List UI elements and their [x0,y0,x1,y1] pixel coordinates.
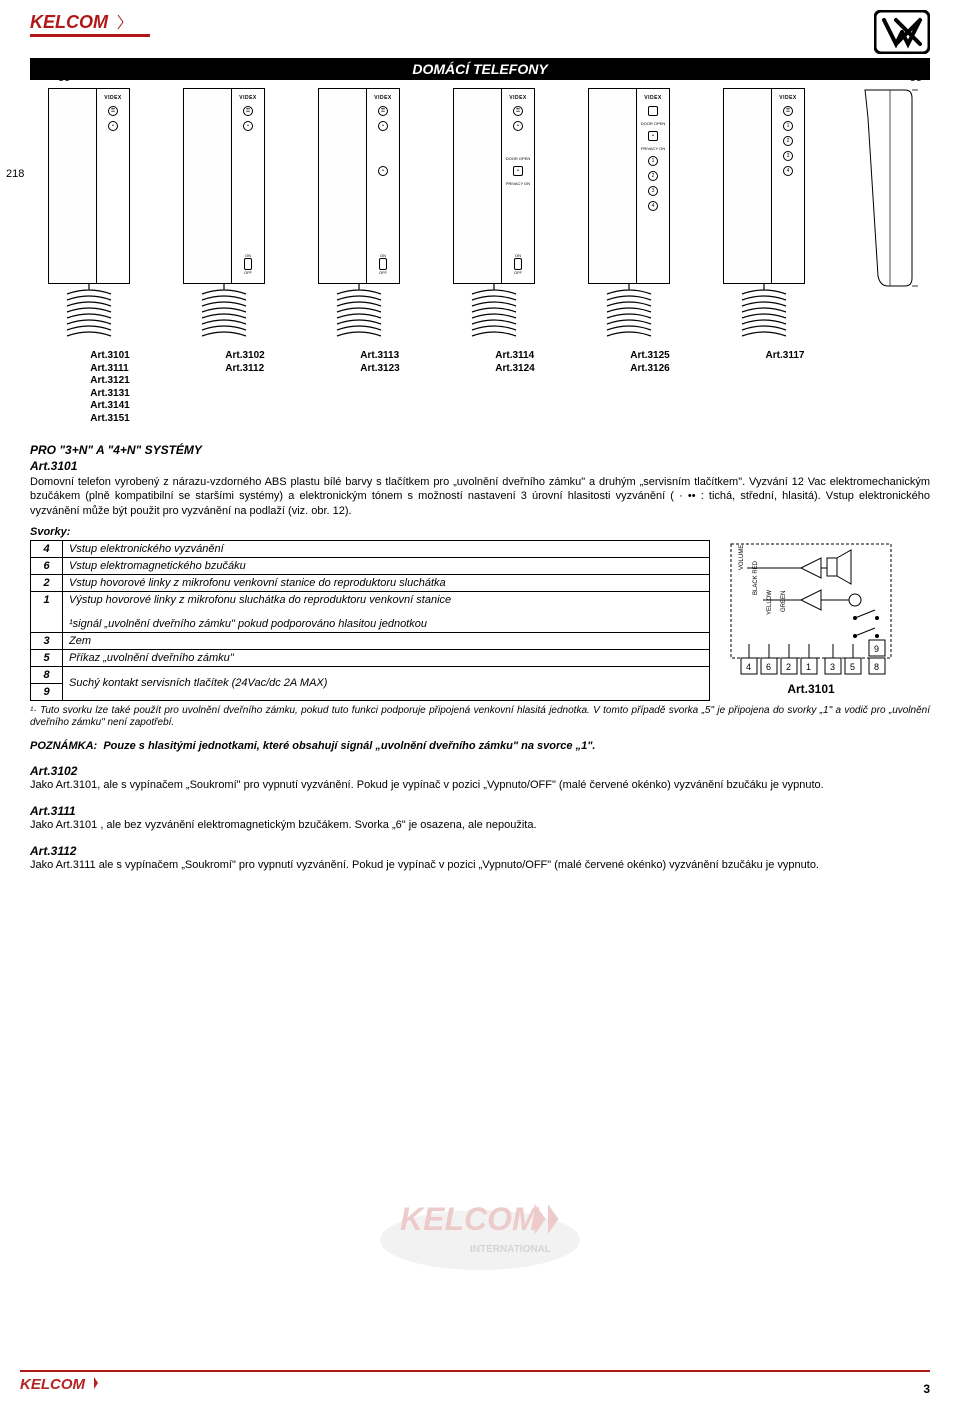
phone-2-labels: Art.3102 Art.3112 [225,350,264,375]
poznamka: POZNÁMKA: Pouze s hlasitými jednotkami, … [30,740,930,752]
table-row: 2Vstup hovorové linky z mikrofonu venkov… [31,574,710,591]
phone-3-labels: Art.3113 Art.3123 [360,350,399,375]
svg-text:1: 1 [806,662,811,672]
art3101-heading: Art.3101 [30,459,930,473]
art3102-block: Art.3102 Jako Art.3101, ale s vypínačem … [30,764,930,792]
kelcom-logo-footer: KELCOM [20,1373,120,1402]
svorky-label: Svorky: [30,526,930,538]
phone-5-labels: Art.3125 Art.3126 [630,350,669,375]
table-row: 5Příkaz „uvolnění dveřního zámku" [31,649,710,666]
svg-text:KELCOM: KELCOM [30,12,109,32]
coil-cord-icon [55,284,123,346]
phone-6: VIDEX ⚿ 1 2 3 4 Art.3117 [705,88,823,363]
phone-7-profile [840,88,930,288]
art3112-block: Art.3112 Jako Art.3111 ale s vypínačem „… [30,844,930,872]
footer-red-line [20,1370,930,1372]
svg-text:3: 3 [830,662,835,672]
svg-text:2: 2 [786,662,791,672]
svorky-table: 4Vstup elektronického vyzvánění 6Vstup e… [30,540,710,701]
phone-1: VIDEX ⚿ • Art.3101 Art.3111 Art.3121 Art… [30,88,148,425]
circuit-caption: Art.3101 [787,682,834,696]
svg-text:BLACK RED: BLACK RED [753,560,759,595]
section-heading: PRO "3+N" A "4+N" SYSTÉMY [30,443,930,457]
phone-diagram-row: 85 55 218 VIDEX ⚿ • Art.3101 Art.3111 [30,88,930,425]
phone-6-labels: Art.3117 [766,350,805,363]
svg-text:4: 4 [746,662,751,672]
header-bar: KELCOM [30,10,930,54]
phone-3: VIDEX ⚿ • • ONOFF Art.3113 Art.3123 [300,88,418,375]
svg-text:9: 9 [874,644,879,654]
dim-85: 85 [58,72,70,84]
table-row: ¹signál „uvolnění dveřního zámku" pokud … [31,616,710,633]
page-number: 3 [923,1382,930,1396]
svg-text:KELCOM: KELCOM [20,1376,86,1393]
table-row: 4Vstup elektronického vyzvánění [31,540,710,557]
circuit-diagram: VOLUME BLACK RED YELLOW GREEN 4 6 2 1 3 … [726,540,896,696]
svg-text:YELLOW: YELLOW [767,590,773,615]
watermark-logo: KELCOM INTERNATIONAL [370,1180,590,1283]
footnote-1: ¹· Tuto svorku lze také použít pro uvoln… [30,705,930,730]
table-row: 6Vstup elektromagnetického bzučáku [31,557,710,574]
phone-4-labels: Art.3114 Art.3124 [495,350,534,375]
phone-4: VIDEX ⚿ • DOOR OPEN • PRIVACY ON ONOFF A… [435,88,553,375]
phone-5: VIDEX DOOR OPEN • PRIVACY ON 1 2 3 4 Art… [570,88,688,375]
svg-text:GREEN: GREEN [781,591,787,612]
svg-text:6: 6 [766,662,771,672]
kelcom-logo-top: KELCOM [30,10,150,40]
svg-text:INTERNATIONAL: INTERNATIONAL [470,1244,551,1255]
table-row: 1Výstup hovorové linky z mikrofonu sluch… [31,591,710,616]
dim-55: 55 [910,72,922,84]
svg-text:5: 5 [850,662,855,672]
phone-2: VIDEX ⚿ • ONOFF Art.3102 Art.3112 [165,88,283,375]
vx-logo [874,10,930,54]
art3111-block: Art.3111 Jako Art.3101 , ale bez vyzváně… [30,804,930,832]
phone-1-labels: Art.3101 Art.3111 Art.3121 Art.3131 Art.… [90,350,129,425]
svg-text:8: 8 [874,662,879,672]
svg-text:VOLUME: VOLUME [739,545,745,570]
table-row: 3Zem [31,632,710,649]
art3101-body: Domovní telefon vyrobený z nárazu-vzdorn… [30,475,930,518]
svg-text:KELCOM: KELCOM [400,1201,540,1237]
table-row: 8Suchý kontakt servisních tlačítek (24Va… [31,666,710,683]
dim-218: 218 [6,168,24,180]
title-bar: DOMÁCÍ TELEFONY [30,58,930,80]
